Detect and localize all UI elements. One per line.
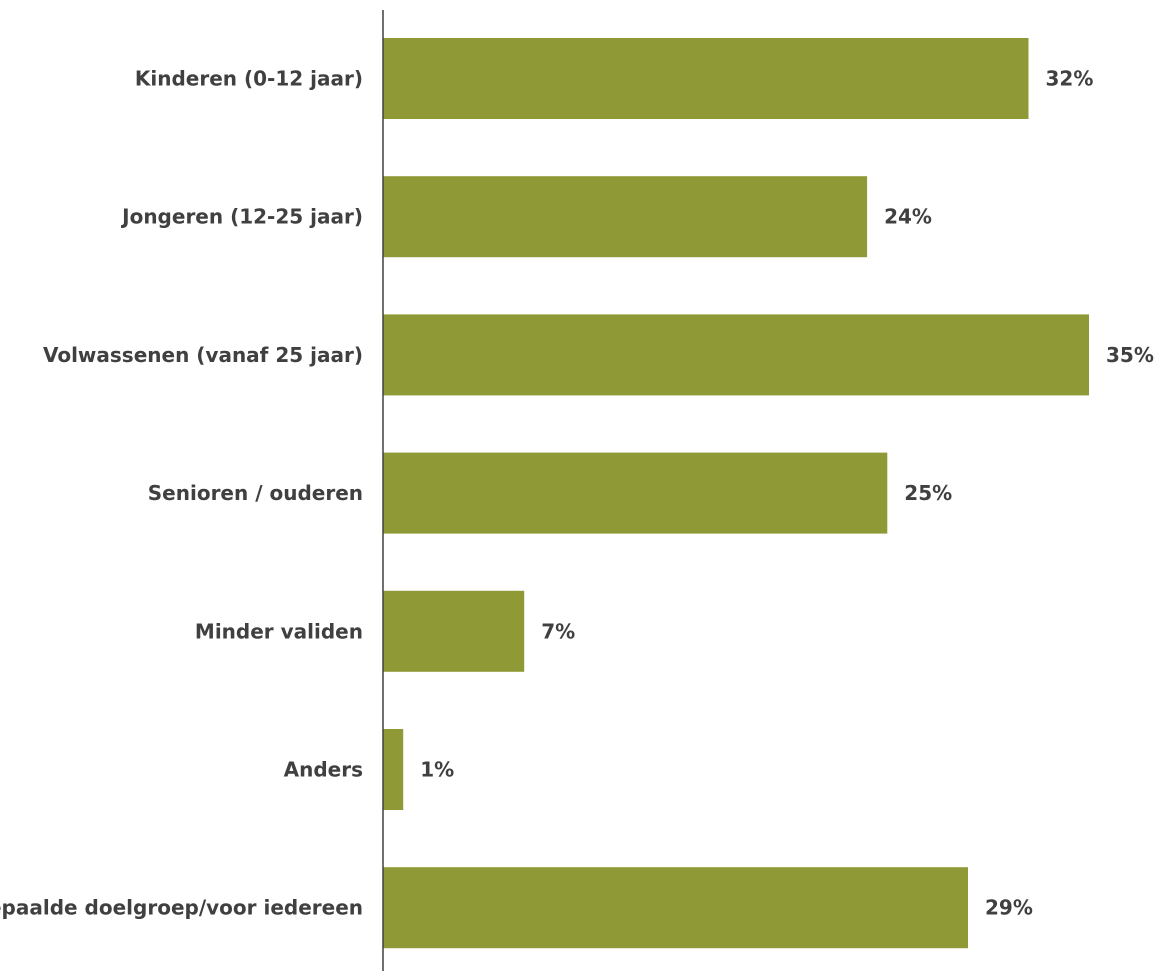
bar-1: [383, 176, 868, 258]
category-label-6: Geen bepaalde doelgroep/voor iedereen: [0, 896, 363, 920]
value-label-1: 24%: [884, 205, 932, 229]
value-label-5: 1%: [420, 758, 454, 782]
category-labels-layer: Kinderen (0-12 jaar) Jongeren (12-25 jaar…: [0, 67, 363, 920]
category-label-4: Minder validen: [195, 619, 363, 643]
bar-5: [383, 729, 404, 810]
bar-2: [383, 314, 1089, 396]
bar-0: [383, 38, 1029, 119]
bar-4: [383, 590, 525, 672]
category-label-3: Senioren / ouderen: [148, 481, 363, 505]
value-label-0: 32%: [1046, 67, 1094, 91]
value-label-2: 35%: [1106, 343, 1154, 367]
bar-6: [383, 867, 968, 949]
bars-layer: [383, 38, 1089, 949]
category-label-0: Kinderen (0-12 jaar): [135, 67, 363, 91]
value-label-4: 7%: [541, 619, 575, 643]
value-label-6: 29%: [985, 896, 1033, 920]
value-label-3: 25%: [904, 481, 952, 505]
value-labels-layer: 32% 24% 35% 25% 7% 1% 29%: [420, 67, 1154, 920]
category-label-5: Anders: [284, 758, 363, 782]
bar-3: [383, 452, 888, 534]
category-label-1: Jongeren (12-25 jaar): [120, 205, 363, 229]
category-label-2: Volwassenen (vanaf 25 jaar): [43, 343, 363, 367]
